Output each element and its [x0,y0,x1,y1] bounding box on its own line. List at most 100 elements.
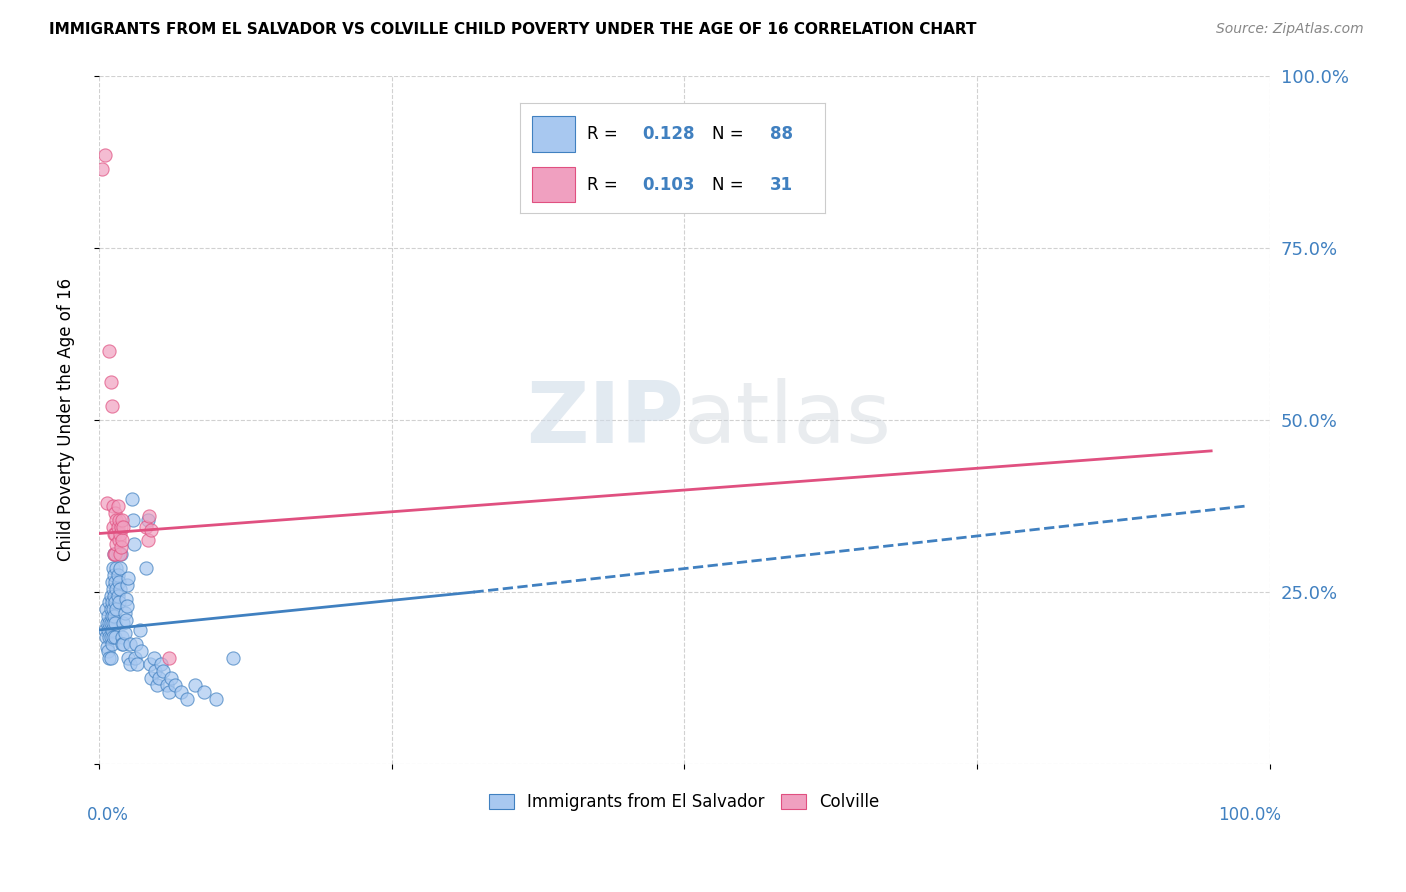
Point [222,650,245,665]
Point [107,574,129,589]
Point [100,595,122,609]
Point [193,685,215,699]
Point [101,499,124,513]
Point [127,657,149,672]
Point [117,650,139,665]
Point [105,513,128,527]
Point [100,602,122,616]
Point [124,650,146,665]
Legend: Immigrants from El Salvador, Colville: Immigrants from El Salvador, Colville [482,787,886,818]
Point [125,637,148,651]
Point [104,506,127,520]
Point [101,630,124,644]
Point [107,589,129,603]
Point [111,637,134,651]
Point [139,657,162,672]
Point [114,613,136,627]
Point [101,602,124,616]
Point [98,595,121,609]
Point [146,678,169,692]
Point [94,602,117,616]
Point [114,626,136,640]
Point [135,519,157,533]
Point [98,650,121,665]
Point [121,513,143,527]
Point [98,344,121,359]
Point [100,637,122,651]
Point [107,595,129,609]
Point [108,582,131,596]
Point [105,537,128,551]
Point [135,561,157,575]
Point [152,665,174,679]
Point [107,499,129,513]
Point [101,616,124,631]
Point [117,571,139,585]
Point [138,509,160,524]
Point [120,657,142,672]
Point [115,599,138,613]
Point [100,650,122,665]
Point [103,589,125,603]
Point [105,582,128,596]
Point [93,147,115,161]
Point [110,541,132,555]
Point [176,691,198,706]
Point [136,533,159,548]
Point [103,526,125,541]
Point [136,513,159,527]
Point [103,547,125,561]
Point [112,637,135,651]
Point [114,606,136,620]
Point [107,533,129,548]
Point [91,161,114,176]
Point [105,602,128,616]
Point [122,537,145,551]
Point [104,616,127,631]
Point [170,685,193,699]
Point [100,623,122,637]
Point [115,578,138,592]
Point [111,513,134,527]
Point [108,526,131,541]
Point [100,375,122,389]
Point [111,630,134,644]
Text: 0.0%: 0.0% [87,805,129,823]
Point [163,678,186,692]
Point [184,678,207,692]
Point [104,574,127,589]
Y-axis label: Child Poverty Under the Age of 16: Child Poverty Under the Age of 16 [58,278,75,561]
Point [98,616,121,631]
Point [148,671,170,685]
Point [104,547,127,561]
Point [103,567,125,582]
Point [107,519,129,533]
Point [97,609,120,624]
Point [97,623,120,637]
Point [100,574,122,589]
Point [157,685,180,699]
Text: atlas: atlas [685,378,893,461]
Point [97,643,120,657]
Point [103,547,125,561]
Point [100,609,122,624]
Point [104,526,127,541]
Point [101,519,124,533]
Point [205,691,228,706]
Point [100,399,122,413]
Text: 100.0%: 100.0% [1219,805,1281,823]
Point [100,589,122,603]
Point [108,561,131,575]
Point [112,616,135,631]
Point [101,561,124,575]
Point [143,665,166,679]
Point [98,630,121,644]
Text: IMMIGRANTS FROM EL SALVADOR VS COLVILLE CHILD POVERTY UNDER THE AGE OF 16 CORREL: IMMIGRANTS FROM EL SALVADOR VS COLVILLE … [49,22,977,37]
Point [93,623,115,637]
Point [112,519,135,533]
Point [141,671,163,685]
Point [101,582,124,596]
Text: Source: ZipAtlas.com: Source: ZipAtlas.com [1216,22,1364,37]
Point [120,637,142,651]
Point [110,519,132,533]
